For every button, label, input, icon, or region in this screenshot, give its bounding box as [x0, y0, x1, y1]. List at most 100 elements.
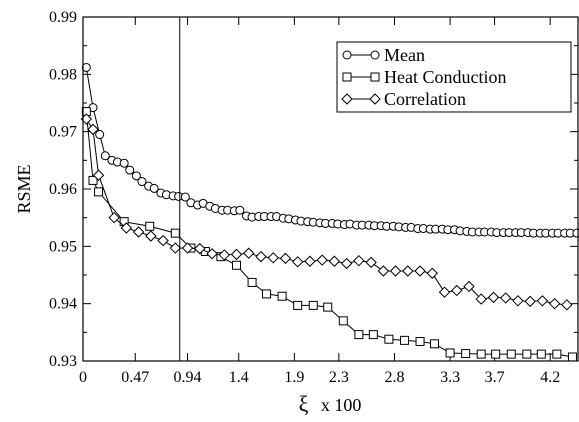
y-tick-label: 0.94: [49, 296, 77, 313]
data-point-diamond: [438, 286, 451, 298]
data-point-square: [506, 349, 516, 359]
axis-tick-labels: 0.93 0.94 0.95 0.96 0.97 0.98 0.99 0 0.47 0.94 1.4…: [49, 9, 560, 386]
legend-marker-circle: [342, 50, 352, 60]
data-point-square: [522, 349, 532, 359]
x-tick-label: 4.2: [540, 369, 560, 386]
data-point-square: [338, 316, 348, 326]
legend-marker-circle: [370, 50, 380, 60]
x-tick-label: 2.8: [384, 369, 404, 386]
data-point-diamond: [206, 248, 218, 260]
data-point-diamond: [389, 265, 402, 277]
data-point-diamond: [536, 295, 549, 307]
data-point-square: [384, 334, 394, 344]
data-point-diamond: [499, 292, 512, 304]
x-tick-label: 3.7: [485, 369, 505, 386]
data-point-diamond: [304, 255, 316, 267]
x-tick-label: 3.3: [440, 369, 460, 386]
data-point-diamond: [353, 254, 365, 267]
data-point-circle: [149, 183, 159, 193]
data-point-diamond: [561, 299, 573, 311]
data-point-diamond: [145, 230, 157, 242]
data-point-square: [293, 300, 303, 310]
data-point-circle: [119, 158, 129, 168]
data-point-square: [262, 289, 272, 299]
data-point-circle: [81, 62, 91, 72]
data-point-square: [430, 339, 440, 349]
data-point-diamond: [87, 123, 99, 136]
data-point-square: [552, 349, 562, 359]
data-point-diamond: [291, 256, 304, 268]
data-point-diamond: [194, 242, 206, 255]
data-point-diamond: [524, 295, 536, 308]
data-point-square: [170, 228, 180, 238]
data-point-diamond: [92, 169, 105, 181]
data-point-circle: [180, 192, 190, 202]
legend-marker-square: [342, 72, 352, 82]
x-tick-label: 1.9: [284, 369, 304, 386]
series-layer: [80, 62, 579, 362]
data-point-diamond: [328, 255, 341, 267]
legend-item-correlation: Correlation: [341, 89, 466, 109]
legend: Mean Heat Conduction Correlation: [336, 41, 572, 113]
data-point-diamond: [487, 291, 500, 304]
y-tick-label: 0.99: [49, 9, 77, 26]
x-tick-label: 1.4: [229, 369, 249, 386]
data-point-diamond: [255, 250, 267, 263]
data-point-square: [476, 349, 486, 359]
data-point-circle: [100, 151, 110, 161]
legend-label-mean: Mean: [384, 45, 425, 65]
data-point-square: [308, 300, 318, 310]
data-point-diamond: [340, 257, 353, 270]
y-tick-label: 0.96: [49, 181, 77, 198]
data-point-diamond: [279, 252, 292, 265]
data-point-square: [88, 175, 98, 185]
x-tick-label: 0.94: [174, 369, 202, 386]
series-correlation: [80, 113, 573, 311]
data-point-diamond: [402, 265, 414, 277]
data-point-diamond: [132, 226, 145, 238]
data-point-diamond: [267, 252, 279, 264]
data-point-square: [567, 352, 577, 362]
data-point-diamond: [426, 267, 438, 279]
x-tick-label: 0.47: [121, 369, 149, 386]
data-point-diamond: [169, 242, 182, 254]
x-axis-label-symbol: ξ: [299, 391, 309, 416]
data-point-square: [536, 349, 546, 359]
data-point-diamond: [475, 293, 487, 305]
data-point-diamond: [365, 256, 377, 269]
legend-item-mean: Mean: [342, 45, 425, 65]
x-tick-label: 0: [79, 369, 87, 386]
data-point-diamond: [377, 265, 390, 277]
data-point-circle: [131, 171, 141, 181]
data-point-circle: [137, 177, 147, 187]
data-point-square: [247, 277, 257, 287]
data-point-circle: [125, 165, 135, 175]
y-tick-label: 0.93: [49, 353, 77, 370]
data-point-diamond: [548, 297, 561, 310]
plot-area-frame: [82, 16, 579, 362]
data-point-square: [461, 349, 471, 359]
legend-marker-diamond: [341, 93, 353, 105]
data-point-diamond: [218, 249, 230, 261]
y-axis-label: RSME: [14, 164, 34, 213]
data-point-square: [277, 291, 287, 301]
legend-item-heat-conduction: Heat Conduction: [342, 67, 506, 87]
data-point-diamond: [157, 234, 169, 247]
y-tick-label: 0.95: [49, 238, 77, 255]
series-line: [85, 118, 567, 306]
data-point-square: [354, 330, 364, 340]
data-point-square: [323, 302, 333, 312]
data-point-diamond: [414, 265, 426, 277]
x-axis-label: ξ x 100: [299, 391, 362, 416]
data-point-square: [399, 335, 409, 345]
y-tick-label: 0.97: [49, 124, 77, 141]
y-tick-label: 0.98: [49, 66, 77, 83]
data-point-circle: [95, 130, 105, 140]
data-point-diamond: [316, 254, 328, 266]
series-mean: [81, 62, 579, 238]
data-point-circle: [235, 205, 245, 215]
data-point-square: [445, 348, 455, 358]
data-point-diamond: [230, 248, 243, 261]
data-point-square: [145, 221, 155, 231]
